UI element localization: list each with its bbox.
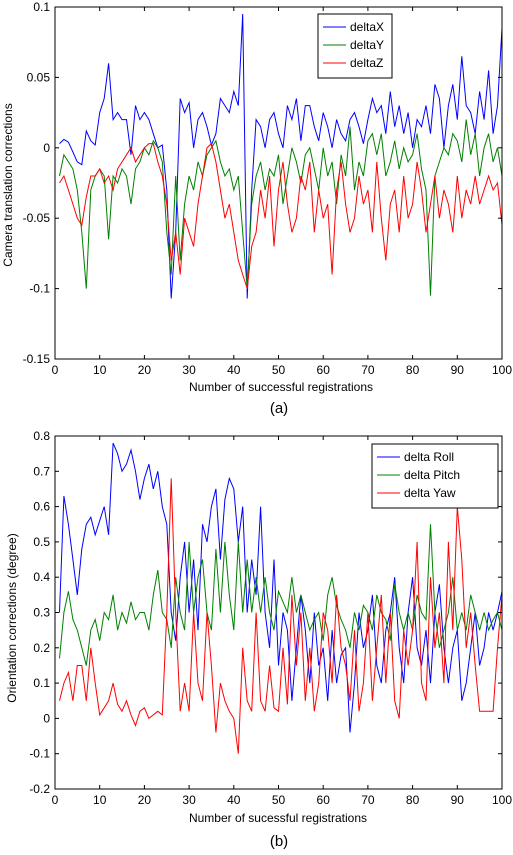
panel-b-xtick-label: 40 [227, 793, 241, 807]
panel-a-legend-label: deltaZ [350, 56, 383, 70]
panel-b-xtick-label: 80 [406, 793, 420, 807]
panel-a-xtick-label: 80 [406, 363, 420, 377]
panel-a-ytick-label: 0.05 [27, 70, 51, 84]
panel-a-xtick-label: 50 [272, 363, 286, 377]
panel-b-series-delta-roll [59, 442, 503, 733]
panel-b-ytick-label: -0.2 [29, 782, 50, 796]
panel-a-xtick-label: 70 [361, 363, 375, 377]
panel-b-ylabel: Orientation corrections (degree) [5, 533, 19, 702]
panel-a-caption: (a) [270, 400, 288, 417]
panel-b-chart: Orientation corrections (degree) Number … [5, 429, 512, 850]
panel-a-legend [317, 13, 393, 79]
panel-b-ytick-label: 0.1 [33, 676, 50, 690]
panel-b-xlabel: Number of sucessful registrations [189, 811, 367, 825]
panel-a-series-deltaz [59, 142, 503, 289]
panel-a-xtick-label: 60 [317, 363, 331, 377]
panel-b-xtick-label: 60 [317, 793, 331, 807]
panel-a-ytick-label: -0.05 [23, 211, 51, 225]
panel-a-series-deltay [59, 119, 503, 296]
panel-a-ytick-label: -0.15 [23, 352, 51, 366]
panel-b-ytick-label: 0.3 [33, 606, 50, 620]
panel-b-xtick-label: 90 [451, 793, 465, 807]
panel-a-xtick-label: 40 [227, 363, 241, 377]
panel-b-legend-label: delta Yaw [404, 486, 456, 500]
panel-b-ytick-label: 0.5 [33, 535, 50, 549]
panel-a-xlabel: Number of successful registrations [189, 380, 373, 394]
panel-b-ytick-label: 0.7 [33, 464, 50, 478]
panel-b-legend-label: delta Roll [404, 450, 454, 464]
panel-a-chart: Camera translation corrections Number of… [1, 0, 512, 417]
panel-a-ytick-label: 0.1 [33, 0, 50, 14]
panel-a-series-deltax [59, 13, 503, 299]
panel-b-xtick-label: 100 [492, 793, 512, 807]
panel-a-ytick-label: -0.1 [29, 282, 50, 296]
panel-a-xtick-label: 20 [138, 363, 152, 377]
panel-b-xtick-label: 30 [182, 793, 196, 807]
panel-b-ytick-label: -0.1 [29, 747, 50, 761]
panel-b-ytick-label: 0.8 [33, 429, 50, 443]
panel-a-xtick-label: 100 [492, 363, 512, 377]
panel-b-xtick-label: 0 [52, 793, 59, 807]
panel-b-xtick-label: 10 [93, 793, 107, 807]
panel-b-xtick-label: 20 [138, 793, 152, 807]
panel-b-xtick-label: 70 [361, 793, 375, 807]
panel-a-xtick-label: 0 [52, 363, 59, 377]
panel-b-xtick-label: 50 [272, 793, 286, 807]
panel-a-legend-label: deltaY [350, 38, 384, 52]
panel-b-ytick-label: 0.2 [33, 641, 50, 655]
panel-b-caption: (b) [270, 833, 288, 850]
panel-a-xtick-label: 90 [451, 363, 465, 377]
panel-b-legend-label: delta Pitch [404, 468, 460, 482]
panel-a-ytick-label: 0 [43, 141, 50, 155]
panel-a-xtick-label: 10 [93, 363, 107, 377]
panel-a-legend-label: deltaX [350, 20, 384, 34]
panel-b-ytick-label: 0 [43, 711, 50, 725]
panel-b-ytick-label: 0.6 [33, 500, 50, 514]
panel-b-series-delta-pitch [59, 524, 503, 666]
panel-a-xtick-label: 30 [182, 363, 196, 377]
panel-b-series-delta-yaw [59, 478, 503, 754]
panel-a-ylabel: Camera translation corrections [1, 103, 15, 266]
panel-b-legend [371, 443, 499, 509]
panel-b-ytick-label: 0.4 [33, 570, 50, 584]
